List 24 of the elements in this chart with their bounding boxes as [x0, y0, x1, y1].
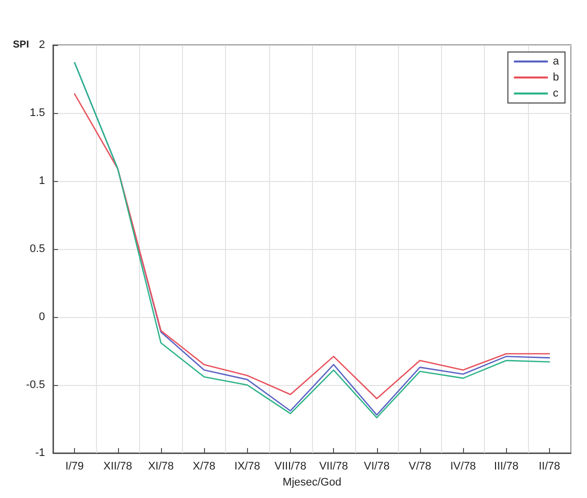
- y-tick-label: 1: [38, 175, 45, 187]
- y-tick-label: 1.5: [30, 107, 45, 119]
- x-axis-title: Mjesec/God: [282, 476, 342, 488]
- x-tick-label: III/78: [494, 460, 518, 472]
- y-axis-title: SPI: [12, 40, 30, 50]
- x-tick-label: VIII/78: [274, 460, 306, 472]
- y-tick-label: -1: [35, 447, 45, 459]
- x-tick-label: X/78: [192, 460, 216, 472]
- x-tick-label: VI/78: [364, 460, 390, 472]
- y-tick-label: 2: [38, 39, 45, 51]
- y-tick-label: 0.5: [30, 243, 45, 255]
- x-tick-label: IV/78: [450, 460, 476, 472]
- x-tick-label: IX/78: [234, 460, 260, 472]
- x-tick-label: V/78: [408, 460, 432, 472]
- y-tick-label: -0.5: [26, 379, 45, 391]
- legend-label: a: [552, 56, 560, 68]
- x-tick-label: XII/78: [103, 460, 132, 472]
- legend-label: c: [552, 88, 559, 100]
- x-tick-label: XI/78: [148, 460, 174, 472]
- legend-label: b: [552, 72, 560, 84]
- x-tick-label: I/79: [65, 460, 84, 472]
- x-tick-label: II/78: [538, 460, 560, 472]
- x-tick-label: VII/78: [319, 460, 348, 472]
- y-tick-label: 0: [38, 311, 45, 323]
